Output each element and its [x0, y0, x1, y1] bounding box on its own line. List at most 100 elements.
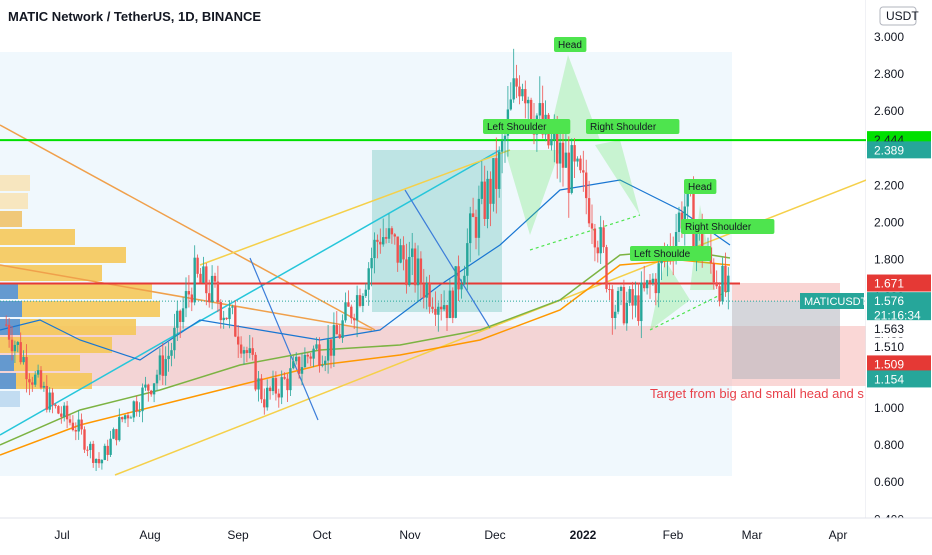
candle-body: [68, 419, 72, 423]
candle-body: [147, 384, 150, 391]
candle-body: [382, 237, 385, 245]
target-annotation: Target from big and small head and s: [650, 386, 864, 401]
price-tag: 1.510: [867, 337, 931, 355]
candle-body: [561, 142, 565, 168]
candle-body: [315, 344, 318, 349]
candle-body: [434, 308, 437, 315]
label-head-big-bg: [554, 37, 587, 52]
volume-profile-bar: [0, 247, 126, 263]
candle-body: [550, 139, 553, 146]
time-axis-label: Feb: [663, 528, 684, 542]
candle-body: [225, 317, 228, 320]
candle-body: [92, 443, 95, 463]
candle-body: [5, 324, 8, 326]
candle-body: [16, 342, 19, 345]
volume-profile-bar: [0, 175, 30, 191]
price-tag-bg: [867, 141, 931, 159]
candle-body: [408, 256, 411, 286]
candle-body: [274, 378, 278, 394]
big-neckline: [529, 214, 641, 251]
price-tag-bg: [867, 337, 931, 355]
candle-body: [45, 385, 48, 410]
big-left-shoulder-shape: [505, 150, 560, 235]
candle-body: [77, 419, 80, 432]
candle-body: [358, 295, 362, 306]
candle-body: [471, 213, 475, 217]
candle-body: [135, 401, 138, 412]
symbol-tag-bg: [800, 293, 864, 309]
volume-profile-bar: [0, 391, 20, 407]
candle-body: [190, 294, 193, 303]
candle-body: [442, 305, 446, 310]
candle-body: [477, 198, 481, 238]
currency-badge-text: USDT: [886, 9, 919, 23]
price-tick-label: 0.600: [874, 475, 904, 489]
label-left-shoulder-small: Left Shoulde: [630, 246, 712, 261]
candle-body: [674, 232, 678, 256]
candle-body: [74, 430, 77, 432]
candle-body: [347, 302, 350, 307]
candle-body: [100, 459, 104, 464]
candle-body: [199, 273, 202, 283]
chart-background-layer: [0, 0, 867, 518]
label-head-small-text: Head: [688, 182, 712, 193]
big-head-shape: [548, 55, 600, 140]
candle-body: [614, 311, 617, 318]
candle-body: [239, 344, 243, 354]
candle-body: [611, 289, 614, 318]
candle-body: [65, 405, 69, 420]
price-tag-bg: [867, 355, 931, 373]
price-tag: 1.154: [867, 370, 931, 388]
candle-body: [164, 359, 167, 376]
candle-body: [724, 265, 727, 292]
candle-body: [489, 178, 492, 204]
candle-body: [631, 289, 634, 306]
candle-body: [63, 405, 66, 417]
candle-body: [141, 387, 144, 412]
candle-body: [335, 325, 338, 335]
price-tag-text: 1.509: [874, 357, 904, 371]
candle-body: [222, 317, 225, 321]
time-axis-label: Apr: [829, 528, 848, 542]
time-axis-label: 2022: [570, 528, 597, 542]
candle-body: [518, 86, 521, 97]
label-right-shoulder-big-text: Right Shoulder: [590, 122, 657, 133]
candle-body: [292, 361, 295, 369]
candle-body: [179, 310, 182, 322]
candle-body: [7, 324, 11, 340]
candle-body: [271, 378, 275, 392]
candle-body: [727, 275, 730, 292]
label-head-big: Head: [554, 37, 587, 52]
candle-body: [483, 181, 486, 219]
price-tick-label: 1.800: [874, 253, 904, 267]
blue-trend-line: [249, 257, 319, 421]
candle-body: [393, 234, 396, 237]
volume-profile-blue-bar: [0, 373, 16, 389]
candle-body: [83, 429, 86, 450]
blue-trend-line-2: [404, 189, 491, 329]
candle-body: [721, 265, 724, 302]
price-tag-bg: [867, 274, 931, 292]
candle-body: [150, 390, 153, 395]
label-right-shoulder-small: Right Shoulder: [681, 219, 775, 234]
candle-body: [567, 152, 570, 193]
candle-body: [326, 339, 330, 361]
candle-body: [587, 198, 591, 224]
candles-layer: [5, 48, 730, 472]
candle-body: [86, 449, 89, 451]
candle-body: [437, 306, 440, 315]
candle-body: [210, 275, 214, 303]
candle-body: [387, 228, 391, 239]
price-tag-text: 1.154: [874, 372, 904, 386]
candle-body: [593, 228, 597, 248]
candle-body: [263, 399, 266, 408]
candle-body: [283, 377, 286, 379]
candle-body: [208, 293, 211, 303]
label-head-small-bg: [684, 179, 717, 194]
candle-body: [570, 145, 573, 193]
candle-body: [645, 280, 649, 289]
orange-descending-line: [0, 124, 376, 331]
candle-body: [361, 295, 365, 306]
candle-body: [170, 350, 173, 356]
